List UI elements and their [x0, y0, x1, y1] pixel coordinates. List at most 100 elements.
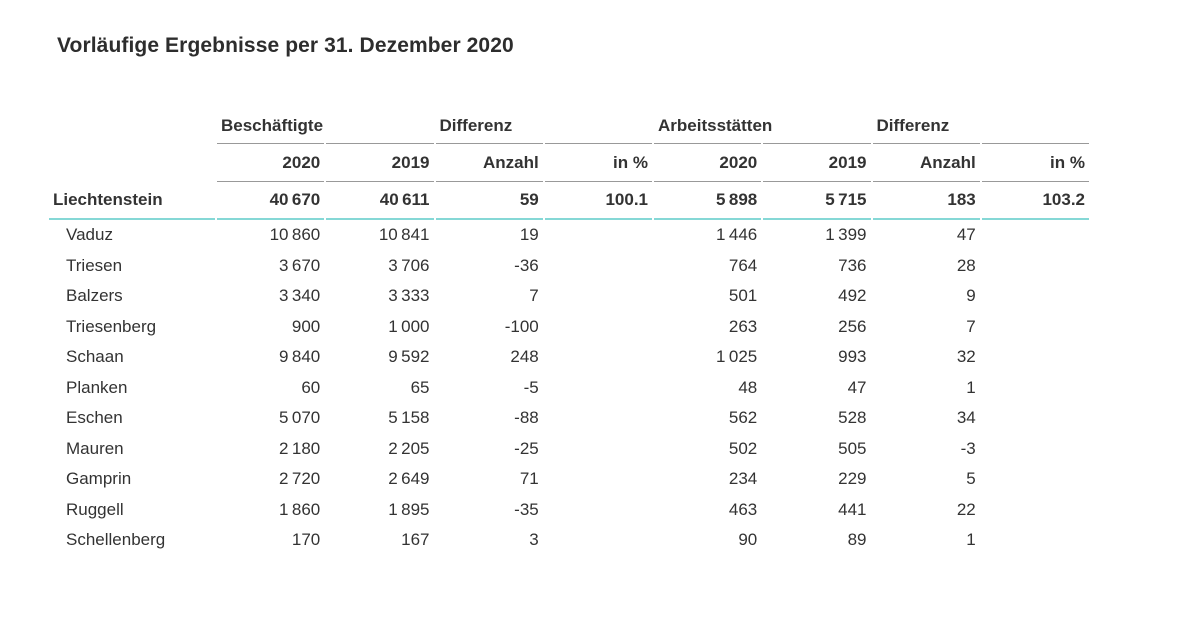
col-header-diff2-anzahl: Anzahl [872, 143, 980, 182]
value-cell [545, 434, 652, 465]
municipality-name-cell: Triesen [66, 255, 123, 275]
value-cell: 3 670 [279, 255, 321, 275]
value-cell [982, 464, 1089, 495]
group-header-differenz-1: Differenz [439, 116, 513, 135]
value-cell [982, 312, 1089, 343]
value-cell: 492 [838, 286, 867, 306]
value-cell: -88 [514, 408, 539, 428]
group-header-arbeitsstaetten: Arbeitsstätten [658, 116, 773, 135]
total-value-cell: 100.1 [544, 182, 652, 220]
value-cell [982, 495, 1089, 526]
col-header-besch-2019: 2019 [326, 143, 434, 182]
municipality-row: Gamprin 2 720 2 649 71 234 229 5 [49, 464, 1089, 495]
municipality-name-cell: Planken [66, 377, 128, 397]
col-header-diff1-anzahl: Anzahl [435, 143, 543, 182]
municipality-name-cell: Gamprin [66, 469, 132, 489]
value-cell: 9 592 [388, 347, 430, 367]
value-cell [982, 251, 1089, 282]
value-cell: 256 [838, 316, 867, 336]
value-cell: 502 [728, 438, 758, 458]
col-header-besch-2020: 2020 [217, 143, 325, 182]
value-cell: 47 [847, 377, 867, 397]
value-cell: 501 [728, 286, 758, 306]
value-cell: 1 [966, 377, 976, 397]
value-cell: 19 [519, 225, 539, 245]
value-cell: 1 025 [716, 347, 758, 367]
value-cell: 22 [956, 499, 976, 519]
value-cell: 3 340 [279, 286, 321, 306]
municipality-name-cell: Ruggell [66, 499, 124, 519]
value-cell: 34 [956, 408, 976, 428]
value-cell: 463 [728, 499, 758, 519]
table-header-group-row: Beschäftigte Differenz Arbeitsstätten Di… [49, 110, 1089, 143]
value-cell [545, 342, 652, 373]
total-value-cell: 59 [435, 182, 543, 220]
value-cell: 2 720 [279, 469, 321, 489]
value-cell: 9 840 [279, 347, 321, 367]
value-cell: 7 [529, 286, 539, 306]
value-cell: 89 [847, 530, 867, 550]
value-cell [982, 403, 1089, 434]
total-row-name: Liechtenstein [49, 182, 215, 220]
municipality-row: Ruggell 1 860 1 895 -35 463 441 22 [49, 495, 1089, 526]
table-header: Beschäftigte Differenz Arbeitsstätten Di… [49, 110, 1089, 182]
value-cell: 170 [291, 530, 321, 550]
group-header-spacer [49, 110, 215, 143]
value-cell [982, 434, 1089, 465]
group-header-beschaeftigte: Beschäftigte [221, 116, 324, 135]
page-title: Vorläufige Ergebnisse per 31. Dezember 2… [57, 34, 514, 57]
value-cell: 32 [956, 347, 976, 367]
total-row-liechtenstein: Liechtenstein 40 670 40 611 59 100.1 5 8… [49, 182, 1089, 220]
value-cell: 2 180 [279, 438, 321, 458]
col-header-diff1-prozent: in % [544, 143, 652, 182]
value-cell: 5 158 [388, 408, 430, 428]
value-cell: 764 [728, 255, 758, 275]
col-header-arb-2019: 2019 [763, 143, 871, 182]
value-cell: 5 070 [279, 408, 321, 428]
value-cell: 248 [510, 347, 539, 367]
value-cell [982, 525, 1089, 556]
value-cell [545, 312, 652, 343]
value-cell: 229 [838, 469, 867, 489]
value-cell: -3 [960, 438, 976, 458]
value-cell: 562 [728, 408, 758, 428]
value-cell: 5 [966, 469, 976, 489]
value-cell [545, 464, 652, 495]
value-cell: 3 333 [388, 286, 430, 306]
municipality-name-cell: Schellenberg [66, 530, 166, 550]
value-cell: 2 205 [388, 438, 430, 458]
municipality-row: Triesen 3 670 3 706 -36 764 736 28 [49, 251, 1089, 282]
value-cell: 1 860 [279, 499, 321, 519]
total-value-cell: 5 898 [654, 182, 762, 220]
value-cell: 28 [956, 255, 976, 275]
total-value-cell: 183 [872, 182, 980, 220]
value-cell: -5 [523, 377, 539, 397]
group-header-differenz-2: Differenz [876, 116, 950, 135]
value-cell: -100 [504, 316, 539, 336]
value-cell: -36 [514, 255, 539, 275]
value-cell [545, 251, 652, 282]
municipality-row: Vaduz 10 860 10 841 19 1 446 1 399 47 [49, 220, 1089, 251]
municipality-row: Balzers 3 340 3 333 7 501 492 9 [49, 281, 1089, 312]
value-cell [545, 373, 652, 404]
municipality-row: Planken 60 65 -5 48 47 1 [49, 373, 1089, 404]
value-cell: 71 [519, 469, 539, 489]
value-cell: 47 [956, 225, 976, 245]
results-table: Beschäftigte Differenz Arbeitsstätten Di… [47, 110, 1091, 556]
total-value-cell: 5 715 [763, 182, 871, 220]
col-header-diff2-prozent: in % [981, 143, 1089, 182]
value-cell: 1 [966, 530, 976, 550]
value-cell [545, 220, 652, 251]
value-cell [545, 403, 652, 434]
total-value-cell: 40 611 [326, 182, 434, 220]
value-cell: 3 706 [388, 255, 430, 275]
value-cell: 48 [738, 377, 758, 397]
value-cell: 505 [838, 438, 867, 458]
value-cell: 167 [401, 530, 430, 550]
municipality-row: Triesenberg 900 1 000 -100 263 256 7 [49, 312, 1089, 343]
value-cell [545, 525, 652, 556]
value-cell [545, 495, 652, 526]
value-cell: 90 [738, 530, 758, 550]
value-cell: 900 [291, 316, 321, 336]
